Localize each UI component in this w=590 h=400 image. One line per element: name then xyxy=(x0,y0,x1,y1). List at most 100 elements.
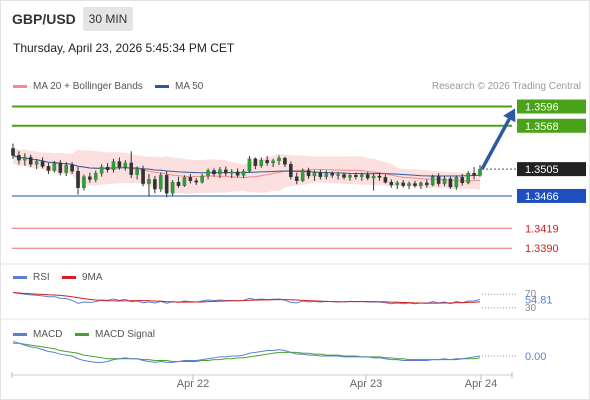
candle-body xyxy=(235,171,240,176)
candle-body xyxy=(76,170,80,188)
candles xyxy=(11,143,482,198)
candle-body xyxy=(318,172,323,177)
legend-macd: MACD xyxy=(13,329,62,340)
candle-body xyxy=(194,180,199,183)
candle-body xyxy=(58,162,63,173)
candle-body xyxy=(176,181,181,186)
macd-line xyxy=(12,340,481,363)
datetime-label: Thursday, April 23, 2026 5:45:34 PM CET xyxy=(13,41,235,55)
candle-body xyxy=(430,176,435,186)
candle-body xyxy=(472,173,476,176)
resistance-label: 1.3596 xyxy=(525,102,559,114)
legend-macd-label: MACD xyxy=(33,329,63,340)
candle-body xyxy=(265,159,269,164)
symbol-title: GBP/USD xyxy=(12,11,76,27)
candle-body xyxy=(336,174,340,176)
candle-body xyxy=(241,170,246,176)
macd-signal-swatch xyxy=(75,332,89,336)
candle-body xyxy=(212,170,216,175)
candle-body xyxy=(306,170,311,177)
candle-body xyxy=(271,160,275,164)
current-price-label: 1.3505 xyxy=(525,164,559,176)
candle-body xyxy=(300,170,305,182)
candle-body xyxy=(448,178,453,188)
candle-body xyxy=(389,181,394,186)
candle-body xyxy=(454,177,459,188)
resistance-tag xyxy=(517,118,586,133)
candle-body xyxy=(64,164,69,173)
forecast-arrow-head xyxy=(503,108,516,123)
candle-body xyxy=(229,171,234,174)
x-tick-label: Apr 23 xyxy=(350,378,382,390)
legend-ma20: MA 20 + Bollinger Bands xyxy=(13,81,143,92)
candle-body xyxy=(23,157,27,161)
candle-body xyxy=(424,182,429,186)
candle-body xyxy=(324,173,329,177)
candle-body xyxy=(70,164,74,172)
candle-body xyxy=(377,175,382,178)
candle-body xyxy=(460,177,465,184)
candle-body xyxy=(135,168,139,175)
macd-value-label: 0.00 xyxy=(525,351,546,363)
ma50-swatch xyxy=(155,84,169,88)
pivot-tag xyxy=(517,188,586,203)
candle-body xyxy=(283,157,287,165)
candle-body xyxy=(200,175,204,183)
pivot-label: 1.3466 xyxy=(525,191,559,203)
candle-body xyxy=(413,183,417,186)
candle-body xyxy=(383,177,388,183)
candle-body xyxy=(395,182,400,186)
legend-rsi-label: RSI xyxy=(33,272,50,283)
candle-body xyxy=(312,172,317,177)
ma50-line xyxy=(12,154,481,177)
candle-body xyxy=(478,168,482,176)
resistance-tag xyxy=(517,99,586,114)
candle-body xyxy=(82,176,86,188)
rsi-tick-label: 30 xyxy=(525,303,537,314)
legend-macd-signal-label: MACD Signal xyxy=(95,329,156,340)
candle-body xyxy=(218,169,222,175)
candle-body xyxy=(170,181,175,194)
candle-body xyxy=(147,179,151,184)
candle-body xyxy=(11,148,15,156)
forecast-arrow-shaft xyxy=(480,118,511,170)
candle-body xyxy=(99,166,104,174)
candle-body xyxy=(354,175,358,177)
x-tick-label: Apr 24 xyxy=(465,378,497,390)
candle-body xyxy=(34,161,39,165)
support-label: 1.3419 xyxy=(525,223,559,235)
candle-body xyxy=(330,173,335,176)
candle-body xyxy=(407,183,411,186)
candle-body xyxy=(117,161,122,168)
legend-ma50: MA 50 xyxy=(155,81,203,92)
rsi-swatch xyxy=(13,275,27,279)
candle-body xyxy=(28,157,33,165)
candle-body xyxy=(88,176,92,180)
legend-macd-signal: MACD Signal xyxy=(75,329,155,340)
current-price-tag xyxy=(517,162,586,177)
rsi-line xyxy=(12,292,481,305)
candle-body xyxy=(17,155,21,161)
candle-body xyxy=(123,162,128,168)
resistance-label: 1.3568 xyxy=(525,121,559,133)
candle-body xyxy=(259,159,264,166)
x-tick-label: Apr 22 xyxy=(177,378,209,390)
legend-rsi-ma: 9MA xyxy=(62,272,103,283)
legend-ma20-label: MA 20 + Bollinger Bands xyxy=(33,81,143,92)
candle-body xyxy=(253,158,258,166)
candle-body xyxy=(182,177,187,186)
rsi-value-label: 54.81 xyxy=(525,294,553,306)
candle-body xyxy=(401,182,405,186)
candle-body xyxy=(206,170,210,177)
timeframe-button[interactable]: 30 MIN xyxy=(83,7,133,31)
support-label: 1.3390 xyxy=(525,243,559,255)
rsi-ma-swatch xyxy=(62,275,76,279)
candle-body xyxy=(436,176,441,184)
candle-body xyxy=(141,168,145,184)
candle-body xyxy=(40,161,45,167)
credit-text: Research © 2026 Trading Central xyxy=(431,81,581,92)
candle-body xyxy=(277,157,281,162)
candle-body xyxy=(158,175,163,190)
candle-body xyxy=(466,173,470,184)
